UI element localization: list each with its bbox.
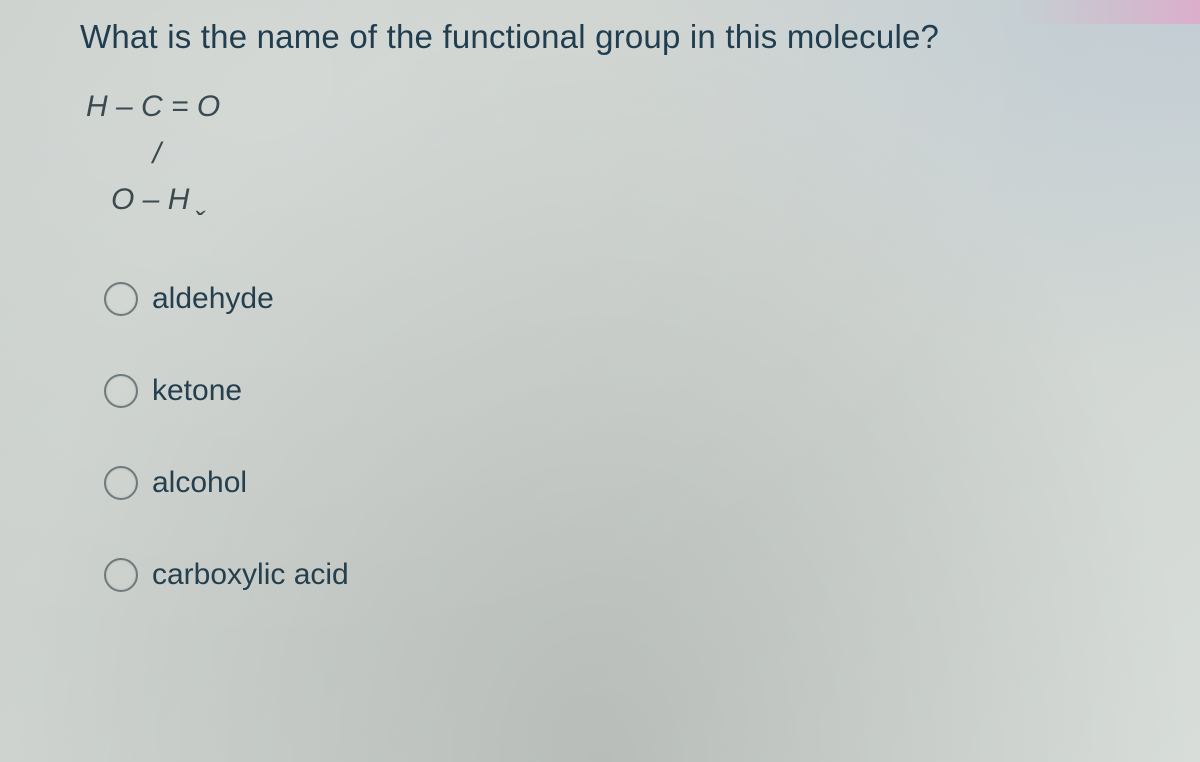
- question-block: What is the name of the functional group…: [0, 0, 1200, 592]
- option-label: carboxylic acid: [152, 558, 349, 592]
- option-alcohol[interactable]: alcohol: [104, 466, 1130, 500]
- option-carboxylic-acid[interactable]: carboxylic acid: [104, 558, 1130, 592]
- option-ketone[interactable]: ketone: [104, 374, 1130, 408]
- option-aldehyde[interactable]: aldehyde: [104, 282, 1130, 316]
- option-label: ketone: [152, 374, 242, 408]
- option-label: aldehyde: [152, 282, 274, 316]
- option-label: alcohol: [152, 466, 247, 500]
- molecule-line-2: /: [86, 137, 161, 170]
- molecule-structure: H – C = O / O – H ˬ: [86, 84, 1130, 224]
- molecule-line-3: O – H ˬ: [86, 183, 208, 216]
- answer-options: aldehyde ketone alcohol carboxylic acid: [104, 282, 1130, 592]
- radio-icon[interactable]: [104, 466, 138, 500]
- radio-icon[interactable]: [104, 282, 138, 316]
- radio-icon[interactable]: [104, 558, 138, 592]
- molecule-line-1: H – C = O: [86, 90, 220, 123]
- radio-icon[interactable]: [104, 374, 138, 408]
- question-text: What is the name of the functional group…: [80, 18, 1130, 56]
